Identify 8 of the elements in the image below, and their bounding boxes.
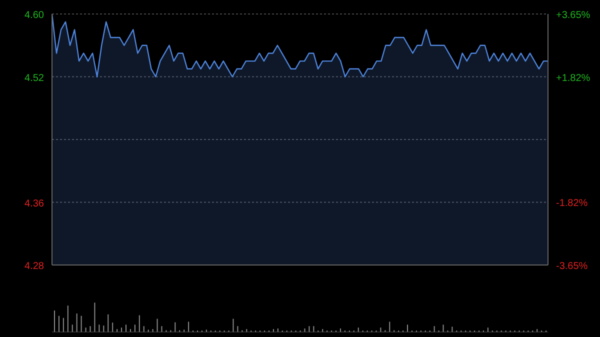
y2-tick-label: +1.82% xyxy=(556,72,590,84)
y2-tick-label: -3.65% xyxy=(556,261,588,272)
y2-tick-label: -1.82% xyxy=(556,198,588,210)
y-tick-label: 4.28 xyxy=(24,261,44,272)
y-tick-label: 4.60 xyxy=(24,10,44,21)
y2-tick-label: +3.65% xyxy=(556,10,590,21)
y-tick-label: 4.36 xyxy=(24,198,44,210)
y-tick-label: 4.52 xyxy=(24,72,44,84)
